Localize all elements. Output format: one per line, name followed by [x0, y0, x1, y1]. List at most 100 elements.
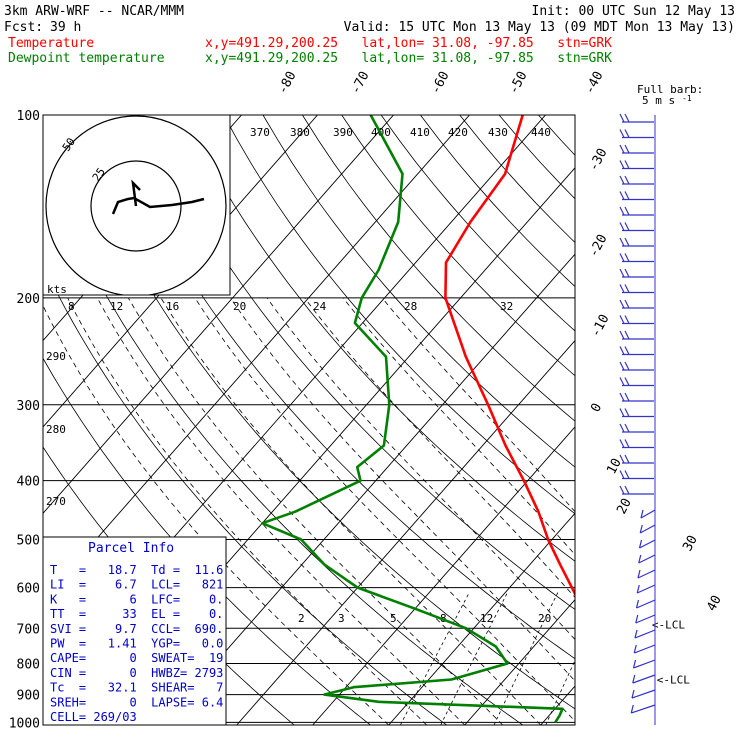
- hodograph-speed-label: 8: [68, 300, 75, 313]
- parcel-info-row: K = 6 LFC= 0.: [50, 592, 223, 606]
- isotherm-label: 10: [604, 456, 625, 477]
- init-time: Init: 00 UTC Sun 12 May 13: [532, 4, 736, 19]
- wind-barb-staff: [635, 614, 656, 624]
- wind-barb-staff: [639, 524, 656, 534]
- theta-label: 390: [333, 126, 353, 139]
- isotherm-label: 20: [614, 496, 635, 517]
- wind-barb-flag: [624, 454, 630, 464]
- wind-barb-legend: Full barb:: [637, 83, 703, 96]
- theta-label-lower: 280: [46, 423, 66, 436]
- parcel-info-row: CAPE= 0 SWEAT= 19: [50, 651, 223, 665]
- moist-adiabat-line: [67, 297, 427, 725]
- isotherm-label: 40: [704, 593, 725, 614]
- wind-barb-flag: [619, 392, 625, 402]
- pressure-tick-label: 200: [17, 292, 40, 307]
- wind-barb-flag: [619, 175, 625, 185]
- wind-barb-staff: [639, 539, 656, 549]
- hodograph-ring-label-50: 50: [60, 135, 78, 153]
- theta-label: 420: [448, 126, 468, 139]
- wind-barb-flag: [624, 175, 630, 185]
- parcel-info-row: Tc = 32.1 SHEAR= 7: [50, 681, 223, 695]
- model-title: 3km ARW-WRF -- NCAR/MMM: [4, 4, 184, 19]
- pressure-tick-label: 700: [17, 622, 40, 637]
- fcst-label: Fcst:: [4, 20, 43, 35]
- isotherm-line: [540, 685, 575, 725]
- wind-barb-flag: [619, 268, 625, 278]
- isotherm-label: -70: [348, 69, 372, 97]
- lcl-annotation: <-LCL: [652, 618, 685, 631]
- wind-barb-flag: [633, 644, 637, 654]
- temperature-trace: [444, 115, 575, 597]
- wind-barb-flag: [624, 299, 630, 309]
- mixing-ratio-label: 3: [338, 612, 345, 625]
- hodograph-speed-label: 24: [313, 300, 327, 313]
- parcel-info-row: CIN = 0 HWBZ= 2793: [50, 666, 223, 680]
- pressure-tick-label: 400: [17, 475, 40, 490]
- parcel-info-row: CELL= 269/03: [50, 710, 137, 724]
- wind-barb-flag: [619, 423, 625, 433]
- theta-label: 380: [290, 126, 310, 139]
- parcel-info-panel: Parcel Info T = 18.7 Td = 11.6LI = 6.7 L…: [42, 536, 227, 726]
- dry-adiabat-line: [43, 263, 447, 725]
- wind-barb-flag: [636, 584, 640, 594]
- wind-barb-flag: [635, 599, 640, 609]
- mixing-ratio-label: 2: [298, 612, 305, 625]
- wind-barb-flag: [619, 129, 625, 138]
- wind-barb-flag: [631, 689, 635, 699]
- isotherm-label: -80: [275, 69, 299, 97]
- wind-barb-staff: [633, 659, 656, 669]
- parcel-info-title: Parcel Info: [88, 541, 174, 556]
- hodograph-speed-unit: kts: [47, 283, 67, 296]
- hodograph-speed-label: 32: [500, 300, 513, 313]
- wind-barb-staff: [637, 569, 656, 579]
- hodograph-speed-label: 12: [110, 300, 123, 313]
- theta-label: 410: [410, 126, 430, 139]
- plot-frame: [42, 114, 576, 726]
- wind-barb-flag: [619, 144, 625, 154]
- moist-adiabat-line: [160, 297, 541, 725]
- hodograph-panel: 50 25 kts: [42, 114, 231, 296]
- dewpoint-trace: [261, 115, 564, 724]
- isotherm-line: [0, 115, 14, 725]
- dry-adiabat-line: [380, 115, 575, 332]
- mixing-ratio-line: [400, 591, 470, 725]
- wind-barb-flag: [619, 222, 625, 231]
- isotherm-label: -10: [588, 312, 612, 340]
- isotherm-line: [43, 115, 470, 601]
- wind-barb-staff: [638, 554, 656, 564]
- moist-adiabat-line: [266, 297, 575, 641]
- parcel-info-row: TT = 33 EL = 0.: [50, 607, 223, 621]
- theta-label: 440: [531, 126, 551, 139]
- wind-barb-staff: [637, 584, 656, 594]
- mixing-ratio-line: [545, 659, 575, 725]
- wind-barb-flag: [624, 408, 630, 417]
- wind-barb-flag: [639, 524, 643, 534]
- dry-adiabat-line: [696, 115, 740, 725]
- wind-barb-flag: [624, 191, 630, 200]
- wind-barbs: Full barb: 5 m s -1: [619, 83, 703, 725]
- wind-barb-flag: [624, 485, 630, 495]
- dry-adiabat-line: [184, 115, 575, 562]
- wind-barb-flag: [624, 129, 630, 138]
- parcel-info-row: LI = 6.7 LCL= 821: [50, 578, 223, 592]
- wind-barb-flag: [624, 346, 630, 355]
- wind-barb-flag: [619, 470, 625, 479]
- wind-barb-flag: [619, 330, 625, 340]
- dry-adiabat-line: [105, 115, 575, 660]
- wind-barb-flag: [638, 554, 642, 564]
- isotherm-line: [693, 115, 740, 725]
- dry-adiabat-line: [341, 115, 575, 377]
- wind-barb-flag: [624, 222, 630, 231]
- wind-barb-flag: [619, 160, 625, 169]
- isotherm-line: [617, 115, 740, 725]
- wind-barb-flag: [624, 113, 630, 123]
- wind-barb-flag: [632, 674, 636, 684]
- mixing-ratio-line: [592, 592, 650, 725]
- wind-barb-flag: [624, 439, 630, 448]
- legend-temperature-name: Temperature: [8, 36, 94, 51]
- wind-barb-flag: [624, 423, 630, 433]
- hodograph-ring-inner: [90, 160, 182, 252]
- pressure-tick-label: 100: [17, 109, 40, 124]
